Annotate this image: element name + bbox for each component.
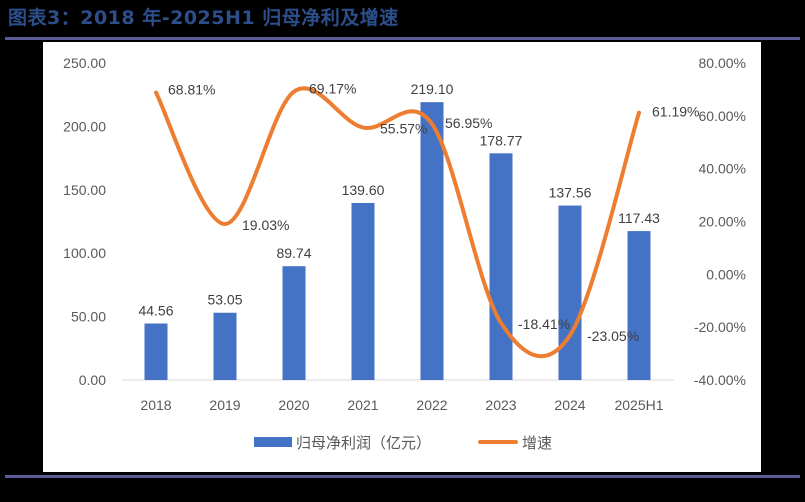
left-axis-tick: 0.00 (79, 372, 106, 388)
line-data-label: 68.81% (168, 82, 215, 98)
x-axis-tick: 2021 (347, 397, 378, 413)
right-axis-tick: 60.00% (699, 108, 746, 124)
bar (558, 205, 582, 380)
x-axis-tick: 2018 (140, 397, 171, 413)
left-axis-tick: 50.00 (71, 309, 106, 325)
bar-data-label: 139.60 (342, 182, 385, 198)
bar (144, 323, 168, 380)
x-axis-tick: 2025H1 (614, 397, 663, 413)
line-data-label: 69.17% (309, 81, 356, 97)
right-axis-tick: 0.00% (706, 266, 746, 282)
bar-swatch-icon (254, 437, 292, 447)
line-data-label: 61.19% (652, 104, 699, 120)
legend-label-growth: 增速 (522, 433, 553, 452)
chart-title: 图表3：2018 年-2025H1 归母净利及增速 (8, 7, 399, 29)
title-divider (5, 37, 800, 40)
right-axis-tick: 40.00% (699, 161, 746, 177)
line-data-label: 19.03% (242, 217, 289, 233)
bar-data-label: 178.77 (480, 132, 523, 148)
line-swatch-icon (478, 440, 518, 444)
left-axis-tick: 250.00 (63, 55, 106, 71)
bottom-divider (5, 475, 800, 478)
bar (282, 266, 306, 380)
line-data-label: -18.41% (518, 316, 570, 332)
left-axis-tick: 150.00 (63, 182, 106, 198)
bar-data-label: 219.10 (411, 81, 454, 97)
right-axis-tick: 80.00% (699, 55, 746, 71)
bar (489, 153, 513, 380)
x-axis-tick: 2024 (554, 397, 585, 413)
bar-data-label: 137.56 (549, 185, 592, 201)
bar-data-label: 44.56 (138, 302, 173, 318)
x-axis-tick: 2019 (209, 397, 240, 413)
x-axis-tick: 2023 (485, 397, 516, 413)
legend: 归母净利润（亿元） 增速 (0, 427, 805, 457)
bar-data-labels: 44.56 53.05 89.74 139.60 219.10 178.77 137.56 1… (138, 81, 660, 318)
bar (627, 231, 651, 380)
bar (351, 202, 375, 380)
line-data-labels: 68.81% 19.03% 69.17% 55.57% 56.95% -18.41% -23… (168, 81, 699, 345)
line-data-label: -23.05% (587, 328, 639, 344)
bar-series (144, 102, 651, 380)
legend-label-net-profit: 归母净利润（亿元） (296, 433, 432, 452)
right-axis: -40.00% -20.00% 0.00% 20.00% 40.00% 60.00% 80.… (694, 55, 746, 388)
right-axis-tick: -40.00% (694, 372, 746, 388)
left-axis: 0.00 50.00 100.00 150.00 200.00 250.00 (63, 55, 106, 388)
left-axis-tick: 100.00 (63, 245, 106, 261)
x-axis-tick: 2020 (278, 397, 309, 413)
right-axis-tick: 20.00% (699, 214, 746, 230)
growth-line-series (154, 86, 641, 359)
x-axis-tick: 2022 (416, 397, 447, 413)
bar-data-label: 53.05 (207, 292, 242, 308)
legend-item-growth: 增速 (478, 427, 552, 457)
bar-data-label: 117.43 (618, 210, 660, 226)
legend-item-net-profit: 归母净利润（亿元） (254, 427, 431, 457)
bar-data-label: 89.74 (276, 245, 311, 261)
line-data-label: 56.95% (445, 115, 492, 131)
left-axis-tick: 200.00 (63, 118, 106, 134)
bar (420, 102, 444, 380)
x-axis: 2018 2019 2020 2021 2022 2023 2024 2025H1 (140, 397, 663, 413)
line-data-label: 55.57% (380, 121, 427, 137)
bar (213, 312, 237, 380)
right-axis-tick: -20.00% (694, 319, 746, 335)
